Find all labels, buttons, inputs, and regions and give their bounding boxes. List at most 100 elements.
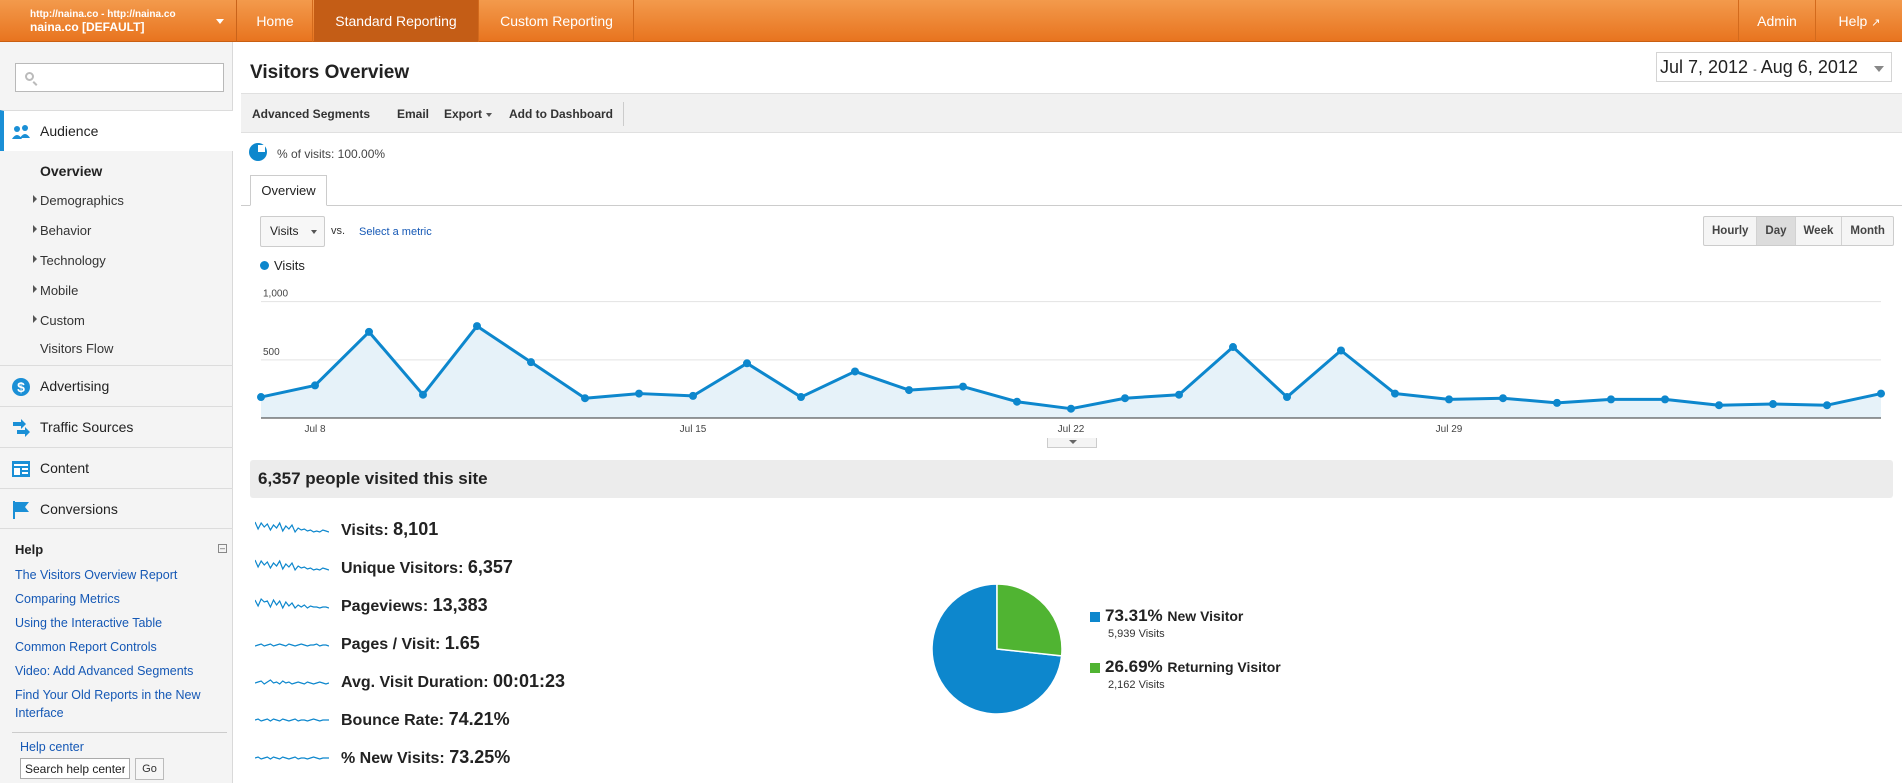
data-point[interactable] (689, 391, 697, 400)
x-tick-label: Jul 8 (304, 424, 326, 435)
chart-resize-handle[interactable] (1047, 438, 1097, 448)
expand-arrow-icon (33, 255, 37, 263)
sidebar-subitem-technology[interactable]: Technology (40, 253, 106, 268)
sidebar-item-traffic-sources[interactable]: Traffic Sources (0, 406, 233, 447)
help-center-link[interactable]: Help center (20, 740, 84, 754)
legend-swatch (1090, 663, 1100, 673)
nav-home[interactable]: Home (238, 0, 313, 42)
sidebar-item-audience[interactable]: Audience (0, 110, 233, 151)
data-point[interactable] (311, 381, 319, 390)
data-point[interactable] (581, 394, 589, 403)
data-point[interactable] (743, 359, 751, 368)
chart-area (261, 326, 1881, 418)
granularity-week-button[interactable]: Week (1796, 217, 1843, 245)
metric-label: % New Visits: 73.25% (341, 747, 511, 767)
data-point[interactable] (905, 386, 913, 395)
help-go-button[interactable]: Go (135, 758, 164, 780)
data-point[interactable] (1661, 395, 1669, 404)
visitor-type-pie-chart[interactable] (930, 582, 1064, 716)
data-point[interactable] (1067, 404, 1075, 413)
data-point[interactable] (1877, 389, 1885, 398)
data-point[interactable] (419, 390, 427, 399)
help-link[interactable]: Common Report Controls (15, 640, 157, 654)
help-link[interactable]: Find Your Old Reports in the New Interfa… (15, 688, 201, 720)
x-tick-label: Jul 15 (680, 424, 707, 435)
data-point[interactable] (1013, 397, 1021, 406)
add-to-dashboard-button[interactable]: Add to Dashboard (509, 107, 613, 121)
legend-swatch (1090, 612, 1100, 622)
data-point[interactable] (365, 327, 373, 336)
data-point[interactable] (1337, 346, 1345, 355)
account-selector[interactable]: http://naina.co - http://naina.co naina.… (0, 0, 237, 42)
data-point[interactable] (851, 367, 859, 376)
account-url: http://naina.co - http://naina.co (30, 9, 176, 20)
select-metric-link[interactable]: Select a metric (359, 226, 432, 238)
granularity-hourly-button[interactable]: Hourly (1704, 217, 1758, 245)
data-point[interactable] (527, 358, 535, 367)
help-link[interactable]: The Visitors Overview Report (15, 568, 178, 582)
visits-line-chart[interactable]: 1,000 500 Jul 8 Jul 15 Jul 22 Jul 29 (241, 278, 1902, 458)
sidebar-item-conversions[interactable]: Conversions (0, 488, 233, 529)
collapse-icon[interactable]: – (218, 543, 227, 553)
metric-dropdown[interactable]: Visits (260, 216, 325, 247)
sparkline (255, 597, 329, 610)
sidebar-subitem-visitors-flow[interactable]: Visitors Flow (40, 341, 114, 356)
pie-slice[interactable] (996, 583, 1063, 657)
data-point[interactable] (635, 389, 643, 398)
data-point[interactable] (959, 382, 967, 391)
data-point[interactable] (1499, 394, 1507, 403)
data-point[interactable] (1553, 398, 1561, 407)
sidebar: Audience Overview Demographics Behavior … (0, 42, 233, 783)
advanced-segments-button[interactable]: Advanced Segments (252, 107, 371, 121)
legend-category: Returning Visitor (1167, 659, 1281, 675)
data-point[interactable] (1607, 395, 1615, 404)
x-tick-label: Jul 29 (1436, 424, 1463, 435)
sidebar-item-label: Conversions (40, 501, 118, 517)
tab-overview[interactable]: Overview (250, 175, 327, 206)
data-point[interactable] (1823, 401, 1831, 410)
metric-value: 73.25% (449, 747, 511, 767)
data-point[interactable] (1391, 389, 1399, 398)
granularity-day-button[interactable]: Day (1757, 217, 1796, 245)
audience-icon (12, 125, 30, 139)
sidebar-item-content[interactable]: Content (0, 447, 233, 488)
data-point[interactable] (1121, 394, 1129, 403)
sparkline (255, 718, 329, 722)
data-point[interactable] (1229, 343, 1237, 352)
export-button[interactable]: Export (444, 107, 493, 121)
sparkline-path (255, 643, 329, 647)
nav-standard-reporting[interactable]: Standard Reporting (314, 0, 479, 42)
nav-help[interactable]: Help ↗ (1817, 0, 1902, 42)
sidebar-subitem-overview[interactable]: Overview (40, 163, 103, 179)
flag-icon (13, 501, 29, 519)
sparkline (255, 643, 329, 647)
email-button[interactable]: Email (397, 107, 430, 121)
chevron-down-icon (216, 19, 224, 24)
data-point[interactable] (1283, 393, 1291, 402)
data-point[interactable] (257, 393, 265, 402)
data-point[interactable] (1175, 390, 1183, 399)
data-point[interactable] (1769, 400, 1777, 409)
metric-label: Avg. Visit Duration: 00:01:23 (341, 671, 566, 691)
granularity-month-button[interactable]: Month (1850, 225, 1885, 237)
sidebar-subitem-mobile[interactable]: Mobile (40, 283, 79, 298)
sparkline (255, 679, 329, 685)
sidebar-subitem-behavior[interactable]: Behavior (40, 223, 92, 238)
sidebar-subitem-custom[interactable]: Custom (40, 313, 85, 328)
sidebar-search-input[interactable] (15, 63, 224, 92)
nav-admin[interactable]: Admin (1738, 0, 1816, 42)
data-point[interactable] (797, 393, 805, 402)
data-point[interactable] (473, 322, 481, 331)
help-search-input[interactable] (20, 758, 130, 779)
help-link[interactable]: Comparing Metrics (15, 592, 120, 606)
help-link[interactable]: Using the Interactive Table (15, 616, 163, 630)
help-link[interactable]: Video: Add Advanced Segments (15, 664, 194, 678)
sidebar-subitem-demographics[interactable]: Demographics (40, 193, 124, 208)
metric-label: Unique Visitors: 6,357 (341, 557, 513, 577)
sidebar-item-advertising[interactable]: $ Advertising (0, 365, 233, 406)
nav-custom-reporting[interactable]: Custom Reporting (480, 0, 634, 42)
chevron-down-icon (311, 230, 317, 234)
data-point[interactable] (1445, 395, 1453, 404)
date-range-picker[interactable]: Jul 7, 2012 - Aug 6, 2012 (1656, 52, 1892, 82)
data-point[interactable] (1715, 401, 1723, 410)
